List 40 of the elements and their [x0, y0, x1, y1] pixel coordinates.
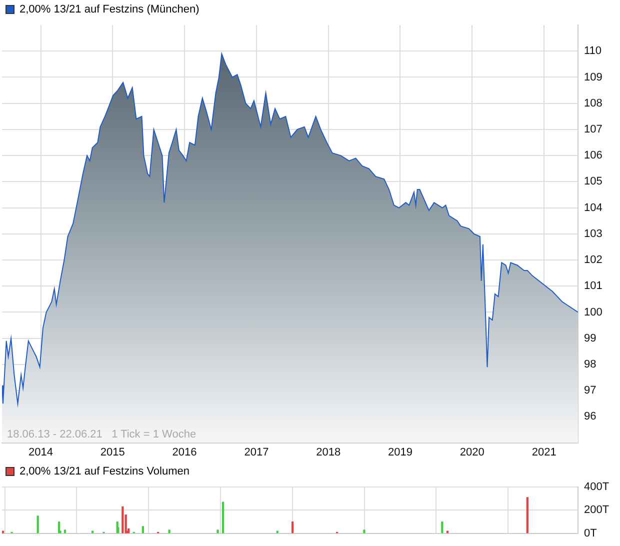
x-tick-label: 2017 [244, 446, 269, 458]
y-tick-label: 107 [584, 123, 602, 136]
y-tick-label: 99 [584, 332, 596, 344]
x-tick-label: 2016 [172, 446, 197, 458]
bar [222, 502, 224, 534]
y-tick-label: 97 [584, 384, 596, 397]
y-tick-label: 101 [584, 280, 602, 292]
bar [216, 530, 219, 534]
y-tick-label: 104 [584, 202, 602, 214]
x-tick-label: 2015 [100, 446, 125, 458]
x-tick-label: 2020 [460, 446, 484, 458]
y-tick-label: 106 [584, 150, 602, 162]
legend-label: 2,00% 13/21 auf Festzins Volumen [20, 466, 190, 478]
x-tick-label: 2014 [28, 446, 54, 458]
y-tick-label: 103 [584, 228, 602, 240]
bar [122, 506, 124, 534]
bar [441, 521, 444, 534]
y-tick-label: 0T [584, 527, 598, 540]
x-tick-label: 2019 [388, 446, 412, 458]
bar [168, 530, 170, 534]
y-tick-label: 96 [584, 410, 596, 423]
bar [142, 526, 144, 534]
bar [64, 530, 66, 534]
y-tick-label: 102 [584, 254, 602, 266]
x-tick-label: 2018 [316, 446, 341, 458]
y-tick-label: 109 [584, 71, 602, 84]
bar [363, 530, 366, 534]
y-tick-label: 98 [584, 358, 596, 370]
bar [36, 516, 39, 534]
y-tick-label: 105 [584, 176, 602, 188]
x-tick-label: 2021 [532, 446, 556, 458]
y-tick-label: 110 [584, 45, 602, 58]
bar [526, 497, 528, 534]
y-tick-label: 200T [584, 504, 610, 516]
annotation: 18.06.13 - 22.06.21 1 Tick = 1 Woche [7, 428, 196, 440]
y-tick-label: 108 [584, 97, 602, 110]
bar [291, 521, 294, 534]
y-tick-label: 400T [584, 481, 610, 494]
legend-label: 2,00% 13/21 auf Festzins (München) [20, 4, 200, 16]
y-tick-label: 100 [584, 306, 602, 318]
